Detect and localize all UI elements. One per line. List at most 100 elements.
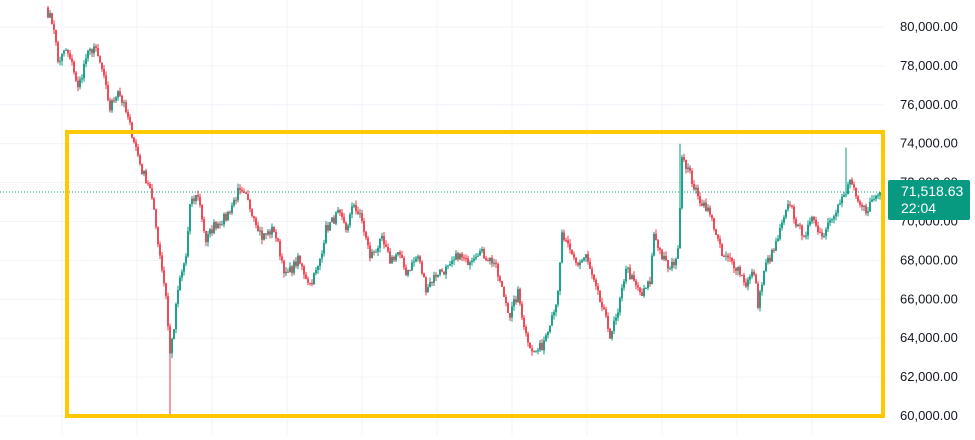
candle-body [119,91,121,96]
candle-body [447,265,449,267]
candle-body [853,184,855,188]
candle-body [199,196,201,206]
candle-body [121,95,123,103]
candle-body [421,261,423,274]
candle-body [509,312,511,318]
candle-body [859,201,861,205]
candle-body [75,72,77,81]
candle-body [549,325,551,333]
candle-body [643,288,645,296]
candle-body [115,97,117,101]
candle-body [741,274,743,276]
candle-body [625,268,627,282]
candle-body [749,276,751,280]
candle-body [491,257,493,264]
candle-body [593,274,595,280]
candle-body [735,268,737,271]
candle-body [609,328,611,339]
candle-body [755,274,757,284]
candle-body [331,217,333,223]
candle-body [451,260,453,264]
candle-body [727,255,729,258]
candle-body [791,205,793,207]
candle-body [81,78,83,80]
candle-body [149,183,151,189]
candle-body [585,254,587,258]
range-highlight-box[interactable] [65,130,885,418]
candle-countdown-label: 22:04 [901,200,936,216]
candle-body [255,218,257,226]
price-axis[interactable]: 60,000.00 62,000.00 64,000.00 66,000.00 68,0… [888,19,970,423]
candle-body [359,213,361,215]
candle-body [281,256,283,261]
candle-body [591,268,593,275]
candle-body [307,278,309,283]
candle-body [97,48,99,57]
candle-body [773,249,775,251]
candle-body [291,266,293,274]
candle-body [477,255,479,257]
candle-body [365,231,367,238]
candle-body [261,230,263,240]
candle-body [449,263,451,266]
candle-body [649,281,651,285]
candle-body [565,240,567,242]
candle-body [535,351,537,353]
candle-body [169,326,171,354]
candle-body [49,13,51,18]
candle-body [691,170,693,184]
candle-body [231,205,233,213]
candle-body [341,212,343,217]
candle-body [219,223,221,226]
candle-body [209,229,211,235]
candle-body [335,212,337,224]
candle-body [871,199,873,202]
candle-body [417,256,419,259]
candle-body [747,279,749,287]
candle-body [123,102,125,104]
candle-body [105,75,107,86]
candle-body [321,253,323,259]
candle-body [701,203,703,206]
grid-lines [0,0,884,435]
candle-body [283,260,285,274]
candle-body [525,327,527,334]
candle-body [861,204,863,207]
candle-body [187,231,189,257]
candle-body [683,157,685,160]
candle-body [763,271,765,285]
candle-body [429,282,431,288]
candle-body [733,261,735,269]
candle-body [67,49,69,54]
candle-body [671,261,673,269]
candle-body [59,60,61,62]
candle-body [213,222,215,234]
candle-body [87,50,89,59]
candle-body [835,212,837,217]
candle-body [381,235,383,239]
candle-body [641,292,643,296]
candle-body [91,49,93,54]
candle-body [419,256,421,262]
candle-body [285,271,287,274]
candle-body [659,248,661,250]
candle-body [117,91,119,98]
candle-body [463,257,465,259]
candle-body [89,49,91,51]
candle-body [697,187,699,197]
candle-body [65,49,67,51]
candle-body [313,273,315,285]
candle-body [225,213,227,221]
y-tick-label: 78,000.00 [900,58,958,73]
candle-body [823,235,825,237]
candle-body [303,266,305,275]
candle-body [111,100,113,111]
candle-body [175,303,177,330]
candle-body [95,46,97,49]
candle-body [135,142,137,147]
candle-body [399,252,401,255]
candle-body [433,275,435,283]
candle-body [289,266,291,272]
